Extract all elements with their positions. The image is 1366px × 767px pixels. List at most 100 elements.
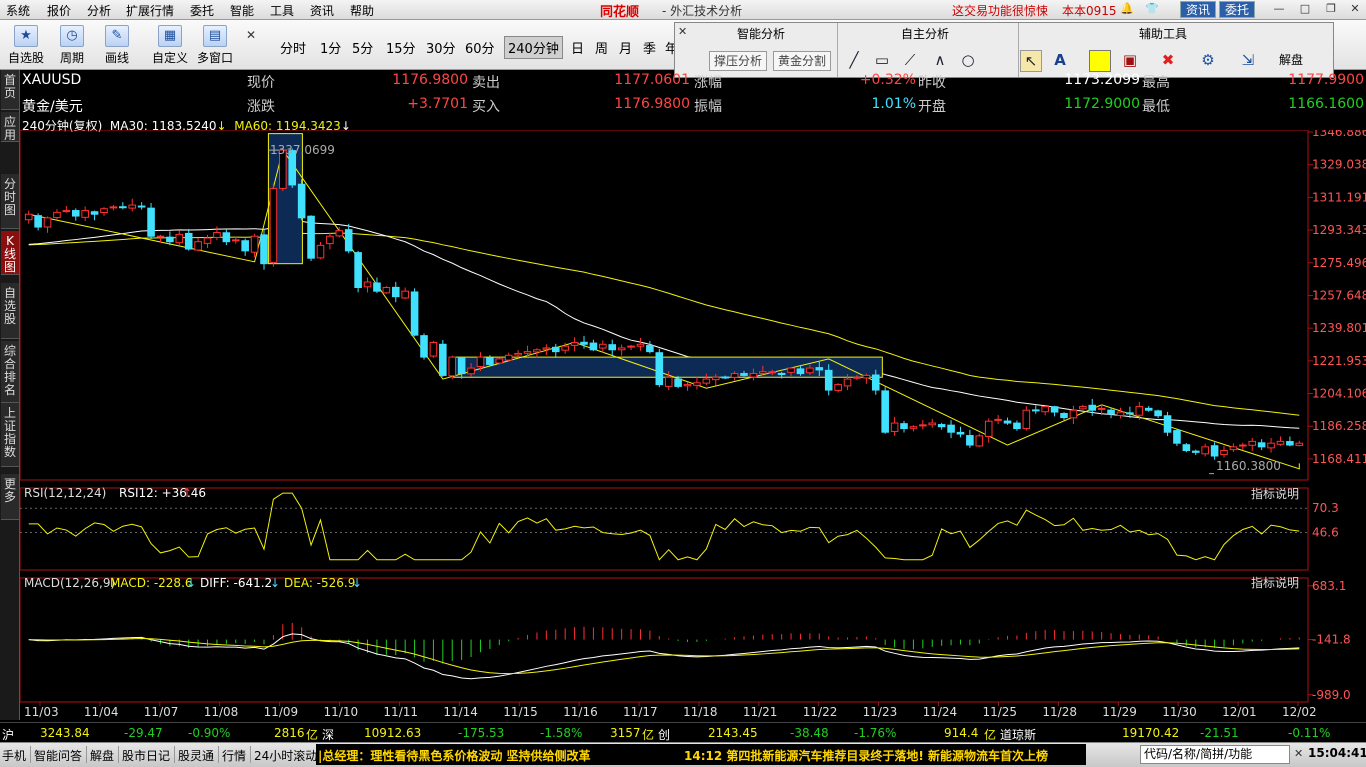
btn-mobile[interactable]: 手机	[2, 749, 27, 763]
menu-tools[interactable]: 工具	[270, 4, 295, 18]
maximize-icon[interactable]: □	[1299, 2, 1311, 15]
menu-extended[interactable]: 扩展行情	[126, 4, 175, 18]
minimize-icon[interactable]: —	[1273, 2, 1285, 15]
date-tick-label: 11/21	[743, 705, 778, 719]
rsi-value: RSI12: +36.46	[119, 486, 206, 500]
candle-body	[683, 384, 692, 387]
menu-quote[interactable]: 报价	[47, 4, 72, 18]
btn-diary[interactable]: 股市日记	[122, 749, 171, 763]
ticker-item-1[interactable]: |总经理：理性看待黑色系价格波动 坚持供给侧改革	[318, 749, 591, 763]
menu-news[interactable]: 资讯	[310, 4, 335, 18]
candle-body	[448, 356, 457, 377]
period-240m[interactable]: 240分钟	[504, 36, 563, 59]
period-30m[interactable]: 30分	[426, 42, 456, 57]
candle-body	[749, 373, 758, 378]
wave-tool-icon[interactable]: ∧	[934, 51, 946, 69]
golden-section-button[interactable]: 黄金分割	[773, 51, 832, 71]
trade-button[interactable]: 委托	[1219, 1, 1256, 18]
line-tool-icon[interactable]: ╱	[849, 51, 859, 69]
period-15m[interactable]: 15分	[386, 42, 416, 57]
date-tick-label: 11/25	[982, 705, 1017, 719]
candle-body	[627, 345, 635, 348]
tab-watchlist[interactable]: 自选股	[1, 283, 19, 339]
rsi-legend: RSI(12,12,24)	[24, 486, 106, 500]
candle-body	[599, 343, 607, 349]
info-button[interactable]: 资讯	[1180, 1, 1217, 18]
candle-body	[1173, 430, 1181, 444]
tab-timeshare[interactable]: 分时图	[1, 174, 19, 229]
polyline-tool-icon[interactable]: ⟋	[904, 51, 916, 69]
tab-ranking[interactable]: 综合排名	[1, 341, 19, 403]
code-search-input[interactable]: 代码/名称/简拼/功能	[1140, 745, 1290, 764]
shirt-icon[interactable]: 👕	[1145, 2, 1159, 15]
period-month[interactable]: 月	[619, 42, 633, 57]
close-toolbar-icon[interactable]: ✕	[246, 28, 257, 42]
price-tick-label: 1275.4962	[1312, 256, 1366, 270]
btn-stock-link[interactable]: 股灵通	[178, 749, 215, 763]
support-pressure-button[interactable]: 撑压分析	[709, 51, 768, 71]
candle-body	[137, 205, 146, 208]
close-icon[interactable]: ✕	[1350, 2, 1360, 15]
panel-close-icon[interactable]: ✕	[678, 25, 688, 38]
tool-multiwin[interactable]: ▤ 多窗口	[195, 22, 235, 68]
period-week[interactable]: 周	[595, 42, 609, 57]
notice-text[interactable]: 这交易功能很惊悚	[952, 4, 1049, 18]
rsi-indicator-help[interactable]: 指标说明	[1251, 486, 1299, 501]
menu-system[interactable]: 系统	[6, 4, 31, 18]
text-tool-icon[interactable]: A	[1054, 51, 1066, 69]
tab-more[interactable]: 更多	[1, 474, 19, 520]
tool-draw[interactable]: ✎ 画线	[97, 22, 137, 68]
macd-indicator-help[interactable]: 指标说明	[1251, 575, 1299, 590]
save-drawing-icon[interactable]: ▣	[1122, 51, 1138, 69]
candle-body	[279, 149, 287, 189]
tab-home[interactable]: 首页	[1, 70, 19, 110]
tool-period[interactable]: ◷ 周期	[52, 22, 92, 68]
menu-help[interactable]: 帮助	[350, 4, 375, 18]
export-icon[interactable]: ⇲	[1241, 51, 1255, 69]
period-5m[interactable]: 5分	[352, 42, 374, 57]
ma60-line	[28, 232, 1300, 416]
menu-trade[interactable]: 委托	[190, 4, 215, 18]
color-picker-icon[interactable]	[1089, 50, 1111, 72]
candle-body	[787, 367, 795, 373]
cursor-icon[interactable]: ↖	[1020, 50, 1042, 72]
menu-analysis[interactable]: 分析	[87, 4, 112, 18]
price-value: 1176.9800	[392, 72, 468, 88]
tool-watchlist[interactable]: ★ 自选股	[6, 22, 46, 68]
candle-body	[1229, 446, 1238, 451]
bell-icon[interactable]: 🔔	[1120, 2, 1134, 15]
period-1m[interactable]: 1分	[320, 42, 342, 57]
period-day[interactable]: 日	[571, 42, 585, 57]
btn-smart-qa[interactable]: 智能问答	[34, 749, 83, 763]
bottom-separator	[86, 746, 87, 763]
candle-body	[288, 150, 297, 186]
restore-icon[interactable]: ❐	[1326, 2, 1336, 15]
settings-gear-icon[interactable]: ⚙	[1201, 51, 1215, 69]
btn-24h-news[interactable]: 24小时滚动	[254, 749, 318, 763]
tab-sh-index[interactable]: 上证指数	[1, 403, 19, 467]
menu-smart[interactable]: 智能	[230, 4, 255, 18]
tool-custom[interactable]: ▦ 自定义	[150, 22, 190, 68]
period-tick[interactable]: 分时	[280, 42, 307, 57]
unlock-button[interactable]: 解盘	[1279, 53, 1304, 67]
tab-kline[interactable]: K线图	[1, 231, 19, 275]
period-60m[interactable]: 60分	[465, 42, 495, 57]
btn-unlock[interactable]: 解盘	[90, 749, 115, 763]
candle-body	[100, 208, 108, 214]
delete-icon[interactable]: ✖	[1161, 51, 1175, 69]
amp-value: 1.01%	[871, 96, 916, 112]
rect-tool-icon[interactable]: ▭	[874, 51, 890, 69]
search-close-icon[interactable]: ✕	[1294, 747, 1304, 760]
tool-custom-label: 自定义	[151, 51, 188, 65]
candle-body	[796, 368, 805, 375]
ticker-item-2[interactable]: 14:12 第四批新能源汽车推荐目录终于落地! 新能源物流车首次上榜	[684, 749, 1049, 763]
candle-body	[81, 210, 89, 218]
tab-apps[interactable]: 应用	[1, 112, 19, 142]
btn-market[interactable]: 行情	[222, 749, 247, 763]
period-season[interactable]: 季	[643, 42, 657, 57]
candle-body	[1201, 446, 1209, 455]
ellipse-tool-icon[interactable]: ○	[961, 51, 975, 69]
news-ticker[interactable]: |总经理：理性看待黑色系价格波动 坚持供给侧改革 14:12 第四批新能源汽车推…	[316, 744, 1086, 765]
candle-body	[269, 188, 278, 263]
